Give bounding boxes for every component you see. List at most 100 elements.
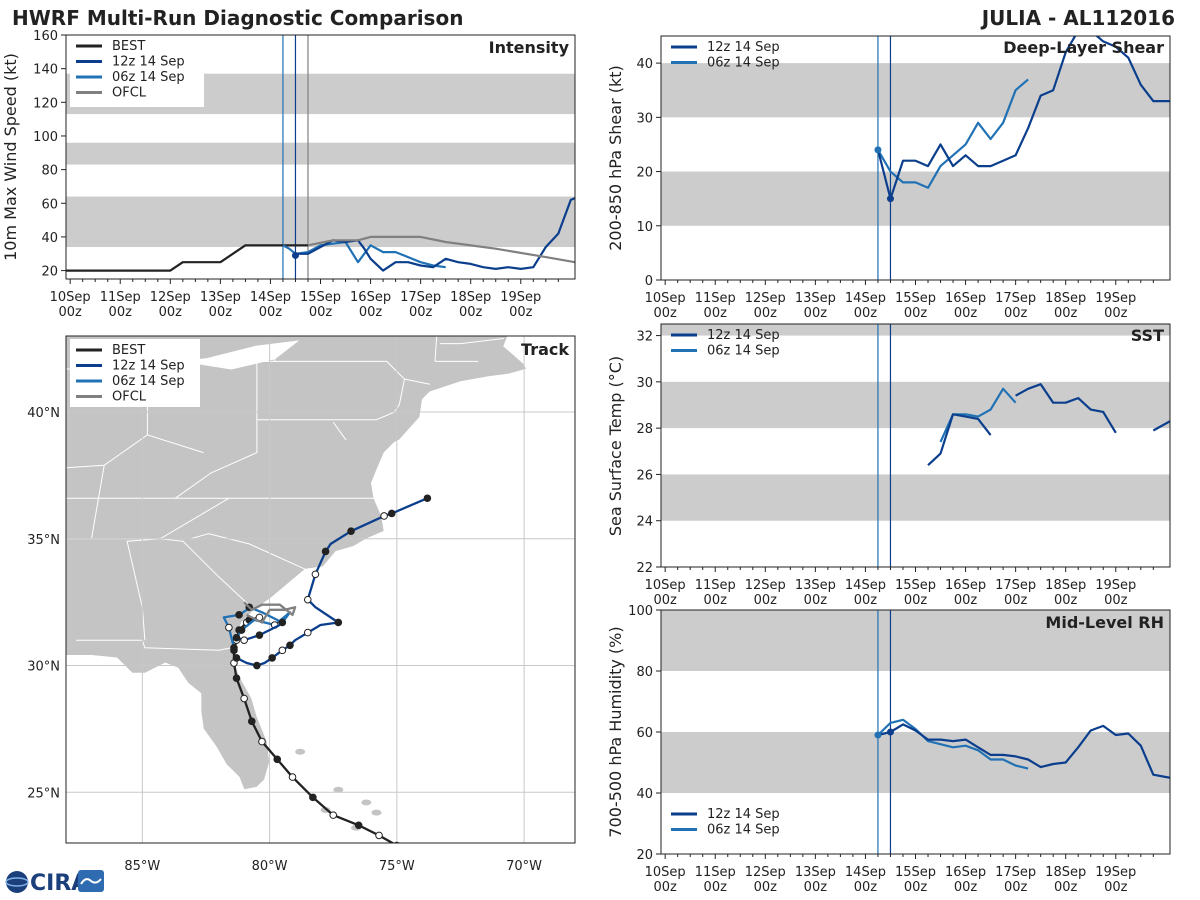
sst-ytick-label-3: 28 (636, 422, 653, 437)
rh-xtick-hr-2: 00z (754, 880, 778, 895)
track-point-3-0 (232, 633, 241, 642)
shear-series-12z-14-sep (876, 36, 1170, 200)
track-point-2-8 (303, 628, 312, 637)
intensity-ytick-label-3: 80 (41, 164, 58, 179)
state-border-18 (332, 421, 347, 441)
shear-ytick-label-4: 40 (636, 57, 653, 72)
track-point-0-8 (247, 717, 256, 726)
track-map: 85°W 80°W 75°W 70°W 25°N 30°N 35°N 40°N BEST12z … (27, 335, 576, 874)
track-point-1-0 (230, 644, 238, 652)
sst-ytick-label-1: 24 (636, 515, 653, 530)
intensity-xtick-hr-6: 00z (359, 305, 383, 320)
intensity-legend-box (70, 39, 204, 107)
track-legend-label-3: OFCL (112, 390, 147, 405)
track-point-2-20 (423, 494, 432, 503)
shear-xtick-hr-4: 00z (854, 306, 878, 321)
shear-xtick-day-5: 15Sep (895, 291, 936, 306)
intensity-xtick-day-0: 10Sep (50, 290, 91, 305)
track-point-2-10 (334, 618, 343, 627)
intensity-xtick-day-2: 12Sep (150, 290, 191, 305)
intensity-ytick-label-4: 100 (33, 130, 58, 145)
shear-xtick-hr-7: 00z (1004, 306, 1028, 321)
rh-xtick-day-5: 15Sep (895, 865, 936, 880)
sst-xtick-day-1: 11Sep (695, 578, 736, 593)
shear-xtick-hr-9: 00z (1104, 306, 1128, 321)
sst-xtick-hr-6: 00z (954, 593, 978, 608)
intensity-xtick-hr-2: 00z (159, 305, 183, 320)
shear-band-0 (661, 171, 1170, 226)
track-point-1-8 (278, 618, 287, 627)
track-point-0-3 (329, 811, 338, 819)
intensity-ytick-label-7: 160 (33, 29, 58, 44)
track-point-0-1 (375, 831, 383, 840)
rh-legend-label-0: 12z 14 Sep (707, 807, 780, 822)
lat-tick-label-0: 25°N (27, 786, 60, 801)
sst-band-1 (661, 381, 1170, 429)
shear-series-06z-14-sep (877, 78, 1029, 189)
lon-tick-label-2: 75°W (379, 859, 415, 874)
rh-ytick-label-2: 60 (636, 726, 653, 741)
sst-xtick-day-2: 12Sep (745, 578, 786, 593)
rh-xtick-day-0: 10Sep (645, 865, 686, 880)
shear-marker-0 (874, 146, 882, 154)
sst-title: SST (1131, 326, 1164, 345)
rh-xtick-hr-8: 00z (1054, 880, 1078, 895)
shear-ytick-label-2: 20 (636, 166, 653, 181)
state-border-13 (460, 338, 504, 345)
lat-tick-label-2: 35°N (27, 533, 60, 548)
sst-xtick-day-6: 16Sep (945, 578, 986, 593)
shear-ytick-label-1: 10 (636, 220, 653, 235)
intensity-xtick-day-6: 16Sep (350, 290, 391, 305)
intensity-series-12z-14-sep (295, 197, 575, 272)
sst-band-0 (661, 474, 1170, 521)
rh-xtick-day-6: 16Sep (945, 865, 986, 880)
rh-xtick-day-9: 19Sep (1095, 865, 1136, 880)
intensity-marker-0 (291, 251, 299, 259)
rh-ytick-label-3: 80 (636, 665, 653, 680)
track-point-0-5 (288, 773, 297, 781)
shear-legend-label-1: 06z 14 Sep (707, 56, 780, 71)
track-point-1-4 (235, 611, 243, 619)
sst-xtick-hr-9: 00z (1104, 593, 1128, 608)
intensity-band-0 (66, 196, 575, 248)
sst-xtick-hr-2: 00z (754, 593, 778, 608)
shear-xtick-day-3: 13Sep (795, 291, 836, 306)
track-point-2-5 (278, 646, 287, 655)
sst-xtick-day-8: 18Sep (1045, 578, 1086, 593)
intensity-xtick-hr-7: 00z (409, 305, 433, 320)
shear-xtick-hr-2: 00z (754, 306, 778, 321)
rh-xtick-hr-3: 00z (804, 880, 828, 895)
rh-xtick-hr-0: 00z (653, 880, 677, 895)
intensity-xtick-day-1: 11Sep (100, 290, 141, 305)
lon-tick-label-0: 85°W (124, 859, 160, 874)
sst-xtick-day-5: 15Sep (895, 578, 936, 593)
track-point-3-2 (255, 631, 264, 639)
track-point-2-4 (268, 654, 276, 662)
track-map-group (66, 336, 575, 843)
sst-xtick-hr-0: 00z (653, 593, 677, 608)
shear-panel: 01020304010Sep00z11Sep00z12Sep00z13Sep00… (606, 35, 1171, 321)
shear-title: Deep-Layer Shear (1003, 38, 1164, 57)
intensity-xtick-hr-0: 00z (58, 305, 82, 320)
rh-xtick-day-1: 11Sep (695, 865, 736, 880)
rh-legend-label-1: 06z 14 Sep (707, 823, 780, 838)
state-border-7 (256, 348, 276, 420)
track-frame (65, 335, 576, 844)
sst-xtick-hr-7: 00z (1004, 593, 1028, 608)
rh-title: Mid-Level RH (1045, 613, 1164, 632)
intensity-xtick-hr-4: 00z (259, 305, 283, 320)
intensity-legend-label-3: OFCL (112, 86, 147, 101)
shear-ytick-label-0: 0 (645, 274, 653, 289)
state-border-10 (434, 336, 438, 362)
track-point-2-17 (380, 512, 388, 520)
intensity-xtick-day-8: 18Sep (450, 290, 491, 305)
track-point-2-6 (286, 641, 294, 650)
intensity-xtick-day-9: 19Sep (500, 290, 541, 305)
rh-xtick-day-7: 17Sep (995, 865, 1036, 880)
sst-xtick-hr-8: 00z (1054, 593, 1078, 608)
sst-series-12z-14-sep (927, 383, 1170, 467)
